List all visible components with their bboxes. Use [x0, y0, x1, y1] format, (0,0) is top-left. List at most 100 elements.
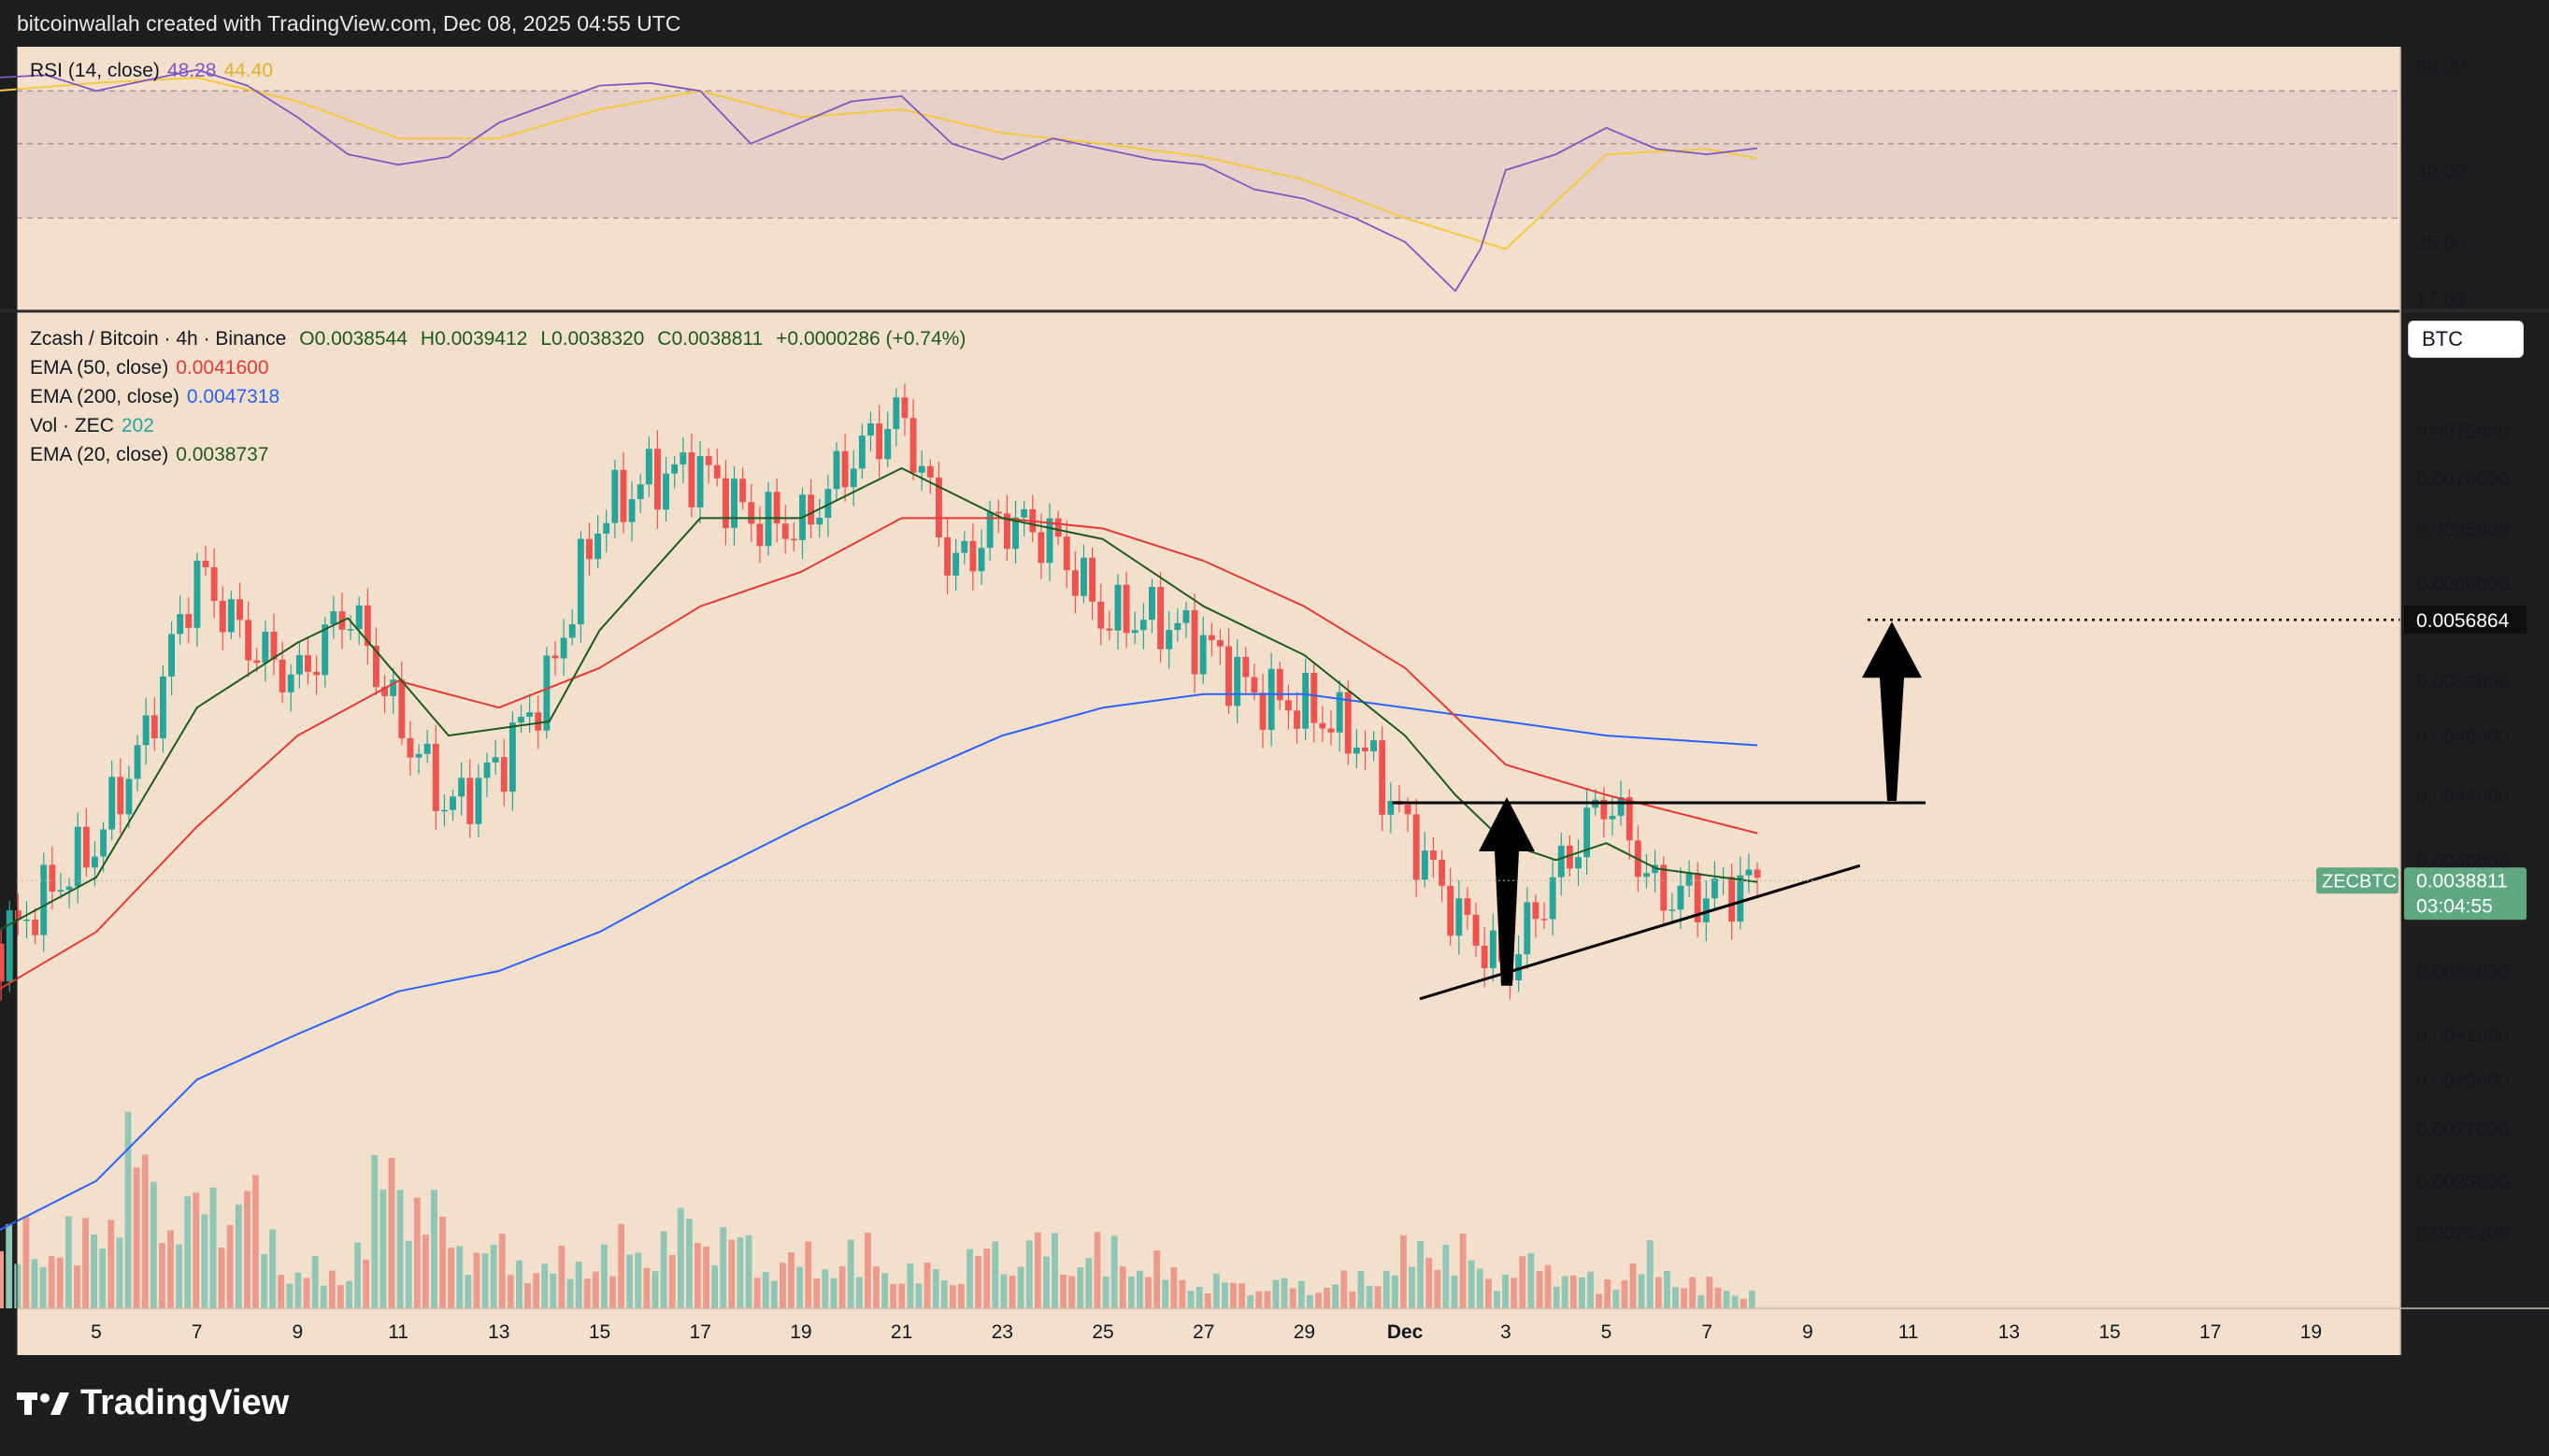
- volume-bar: [1009, 1275, 1016, 1308]
- volume-bar: [822, 1269, 829, 1308]
- volume-bar: [1196, 1286, 1203, 1308]
- tradingview-logo[interactable]: TradingView: [17, 1383, 289, 1423]
- candle-body: [909, 418, 917, 473]
- volume-bar: [1272, 1279, 1280, 1308]
- candle-body: [969, 540, 977, 572]
- candle-body: [841, 450, 849, 488]
- ema200-value: 0.0047318: [186, 386, 280, 407]
- candle-body: [833, 450, 840, 490]
- volume-bar: [1034, 1232, 1041, 1308]
- ema200-label: EMA (200, close): [30, 386, 179, 407]
- candle-body: [236, 599, 243, 621]
- candle-body: [1123, 584, 1130, 634]
- candle-body: [1310, 672, 1318, 723]
- price-tick-label: 0.0048000: [2416, 726, 2509, 748]
- volume-bar: [745, 1235, 752, 1308]
- candle-body: [850, 468, 857, 488]
- volume-bar: [150, 1181, 157, 1308]
- candle-body: [373, 645, 379, 688]
- volume-bar: [193, 1192, 200, 1308]
- candle-body: [1353, 747, 1360, 754]
- time-tick-label: 7: [192, 1321, 203, 1343]
- volume-bar: [1714, 1287, 1722, 1308]
- volume-bar: [1162, 1279, 1169, 1308]
- candle-body: [202, 560, 209, 567]
- candle-body: [150, 715, 158, 739]
- volume-bar: [1017, 1266, 1024, 1308]
- volume-bar: [1536, 1271, 1543, 1308]
- currency-label: BTC: [2422, 327, 2463, 350]
- volume-bar: [1672, 1287, 1679, 1308]
- candle-body: [279, 659, 286, 692]
- price-tick-label: 0.0052000: [2416, 672, 2509, 693]
- volume-bar: [1646, 1240, 1654, 1308]
- volume-bar: [405, 1240, 412, 1308]
- candle-body: [1532, 902, 1539, 920]
- candle-body: [1054, 518, 1062, 537]
- volume-bar: [1502, 1274, 1509, 1308]
- candle-body: [663, 473, 670, 510]
- ema200-legend: EMA (200, close) 0.0047318: [30, 386, 279, 408]
- price-tick-label: 0.0044000: [2416, 786, 2509, 807]
- ohlc-high: H0.0039412: [420, 328, 528, 350]
- candle-body: [781, 523, 789, 539]
- candle-body: [1174, 622, 1181, 631]
- ema50-label: EMA (50, close): [30, 357, 169, 378]
- time-tick-label: 3: [1500, 1321, 1511, 1343]
- candle-body: [1139, 620, 1147, 631]
- candle-body: [1745, 869, 1753, 876]
- candle-body: [322, 624, 329, 676]
- candle-body: [961, 540, 968, 553]
- candle-body: [518, 717, 524, 723]
- candle-body: [142, 715, 150, 746]
- candle-body: [407, 737, 414, 758]
- volume-bar: [1596, 1293, 1603, 1308]
- candle-body: [432, 743, 439, 811]
- volume-bar: [618, 1223, 624, 1308]
- volume-bar: [907, 1263, 914, 1308]
- volume-bar: [592, 1271, 599, 1308]
- time-tick-label: 13: [488, 1321, 509, 1343]
- rsi-ma-line: [0, 77, 1758, 250]
- volume-bar: [1340, 1270, 1348, 1308]
- volume-bar: [99, 1249, 107, 1308]
- price-tick-label: 0.0023200: [2416, 1222, 2509, 1244]
- candle-body: [952, 552, 960, 576]
- candle-body: [577, 538, 584, 625]
- volume-bar: [1332, 1284, 1339, 1308]
- rsi-label: RSI (14, close): [30, 60, 160, 81]
- volume-bar: [448, 1248, 455, 1308]
- volume-bar: [753, 1278, 761, 1308]
- price-chart[interactable]: 80.00 40.00 25.00 17.00 0.0075000 0.0070000 0.…: [0, 0, 2549, 1355]
- volume-bar: [949, 1285, 956, 1308]
- ohlc-change: +0.0000286 (+0.74%): [776, 328, 967, 350]
- candle-body: [603, 522, 610, 535]
- candle-body: [705, 456, 712, 465]
- rsi-tick-label: 17.00: [2416, 289, 2466, 310]
- volume-bar: [932, 1269, 939, 1308]
- volume-bar: [82, 1218, 89, 1308]
- volume-bar: [1442, 1244, 1450, 1308]
- volume-bar: [1731, 1295, 1739, 1308]
- candle-body: [1344, 692, 1352, 754]
- volume-bar: [1527, 1252, 1535, 1308]
- flagpole-arrow: [1479, 796, 1535, 986]
- volume-bar: [1212, 1273, 1220, 1308]
- candle-body: [816, 518, 823, 525]
- volume-bar: [1187, 1291, 1195, 1308]
- candle-body: [1464, 898, 1471, 915]
- symbol-tag-box: [2316, 867, 2399, 894]
- candle-body: [483, 762, 491, 778]
- volume-bar: [456, 1246, 464, 1308]
- candle-body: [790, 538, 797, 541]
- candle-body: [1294, 710, 1300, 729]
- ema200-line: [0, 692, 1758, 1231]
- volume-bar: [1068, 1276, 1076, 1308]
- time-tick-label: 17: [2199, 1321, 2221, 1343]
- volume-bar: [855, 1277, 863, 1308]
- candle-body: [696, 456, 704, 507]
- currency-button[interactable]: BTC: [2408, 321, 2524, 358]
- volume-bar: [1553, 1286, 1560, 1308]
- volume-bar: [1654, 1277, 1662, 1308]
- candle-body: [535, 712, 542, 731]
